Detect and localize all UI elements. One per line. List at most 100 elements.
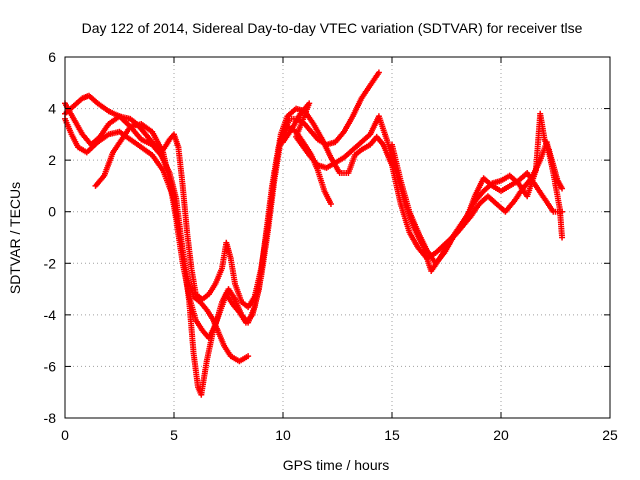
data-marker xyxy=(380,141,395,167)
data-marker xyxy=(245,353,252,360)
data-marker xyxy=(192,291,204,302)
data-marker xyxy=(198,360,210,398)
x-tick-label: 0 xyxy=(61,427,69,443)
data-marker xyxy=(559,185,566,192)
data-marker xyxy=(186,299,197,355)
data-marker xyxy=(192,317,205,332)
data-marker xyxy=(179,182,190,234)
data-marker xyxy=(458,215,473,231)
data-marker xyxy=(498,173,511,184)
data-marker xyxy=(227,353,241,364)
series-6 xyxy=(389,139,566,267)
data-layer xyxy=(62,69,566,398)
data-marker xyxy=(528,158,543,182)
data-marker xyxy=(384,139,399,174)
data-marker xyxy=(532,182,547,201)
data-marker xyxy=(519,176,534,192)
data-marker xyxy=(92,174,106,189)
data-marker xyxy=(480,181,494,195)
data-marker xyxy=(537,110,548,141)
data-marker xyxy=(264,179,277,236)
x-tick-label: 10 xyxy=(275,427,291,443)
data-marker xyxy=(236,354,250,365)
data-marker xyxy=(332,155,346,166)
data-marker xyxy=(341,148,355,161)
data-marker xyxy=(258,231,271,280)
data-marker xyxy=(142,131,157,147)
plot-frame xyxy=(64,56,611,419)
data-marker xyxy=(306,152,320,167)
data-marker xyxy=(358,132,372,146)
data-marker xyxy=(314,167,327,192)
data-marker xyxy=(101,151,116,179)
data-marker xyxy=(184,229,195,270)
data-marker xyxy=(225,286,237,301)
data-marker xyxy=(310,121,325,141)
data-marker xyxy=(105,108,121,119)
data-marker xyxy=(96,122,111,140)
data-marker xyxy=(86,92,100,106)
data-marker xyxy=(314,136,328,147)
data-marker xyxy=(406,229,421,250)
data-marker xyxy=(88,135,102,148)
data-marker xyxy=(110,138,124,156)
data-marker xyxy=(190,350,201,388)
data-marker xyxy=(138,144,154,157)
data-marker xyxy=(327,200,334,207)
data-marker xyxy=(351,148,363,158)
data-marker xyxy=(118,125,133,143)
data-marker xyxy=(271,138,284,184)
data-marker xyxy=(138,121,154,134)
data-marker xyxy=(484,193,499,206)
data-marker xyxy=(471,189,486,205)
data-marker xyxy=(203,306,216,322)
y-tick-label: -4 xyxy=(44,307,57,323)
data-marker xyxy=(175,144,186,187)
data-marker xyxy=(186,293,199,321)
x-tick-label: 5 xyxy=(170,427,178,443)
data-marker xyxy=(389,141,404,182)
data-marker xyxy=(556,206,565,239)
data-marker xyxy=(441,236,456,256)
data-marker xyxy=(68,131,81,149)
data-marker xyxy=(94,100,110,113)
data-marker xyxy=(149,152,165,172)
data-marker xyxy=(471,177,486,200)
y-tick-label: 4 xyxy=(48,101,56,117)
y-tick-label: -2 xyxy=(44,255,57,271)
data-marker xyxy=(506,172,520,186)
data-marker xyxy=(75,144,89,155)
data-marker xyxy=(375,113,390,144)
data-marker xyxy=(284,106,298,120)
y-tick-label: 0 xyxy=(48,204,56,220)
data-marker xyxy=(397,177,412,213)
data-marker xyxy=(308,128,320,141)
data-marker xyxy=(559,234,566,241)
data-marker xyxy=(463,200,477,220)
data-marker xyxy=(375,69,382,76)
x-tick-label: 20 xyxy=(493,427,509,443)
data-marker xyxy=(277,117,292,143)
data-marker xyxy=(245,306,257,326)
data-marker xyxy=(323,160,337,171)
data-marker xyxy=(293,100,313,138)
data-marker xyxy=(127,136,143,150)
data-marker xyxy=(190,293,202,304)
data-marker xyxy=(264,172,277,228)
data-marker xyxy=(227,255,238,285)
tick-layer: 0 5 10 15 20 25 -8 -6 -4 -2 0 2 4 6 xyxy=(44,49,618,443)
y-tick-label: -6 xyxy=(44,358,57,374)
data-marker xyxy=(70,96,84,109)
data-marker xyxy=(358,142,372,153)
data-marker xyxy=(415,229,429,252)
x-tick-label: 25 xyxy=(602,427,618,443)
data-marker xyxy=(70,115,85,136)
data-marker xyxy=(288,112,303,133)
data-marker xyxy=(199,292,211,303)
data-marker xyxy=(406,208,421,234)
data-marker xyxy=(205,282,218,298)
x-axis-label: GPS time / hours xyxy=(283,457,390,473)
data-marker xyxy=(358,84,373,102)
